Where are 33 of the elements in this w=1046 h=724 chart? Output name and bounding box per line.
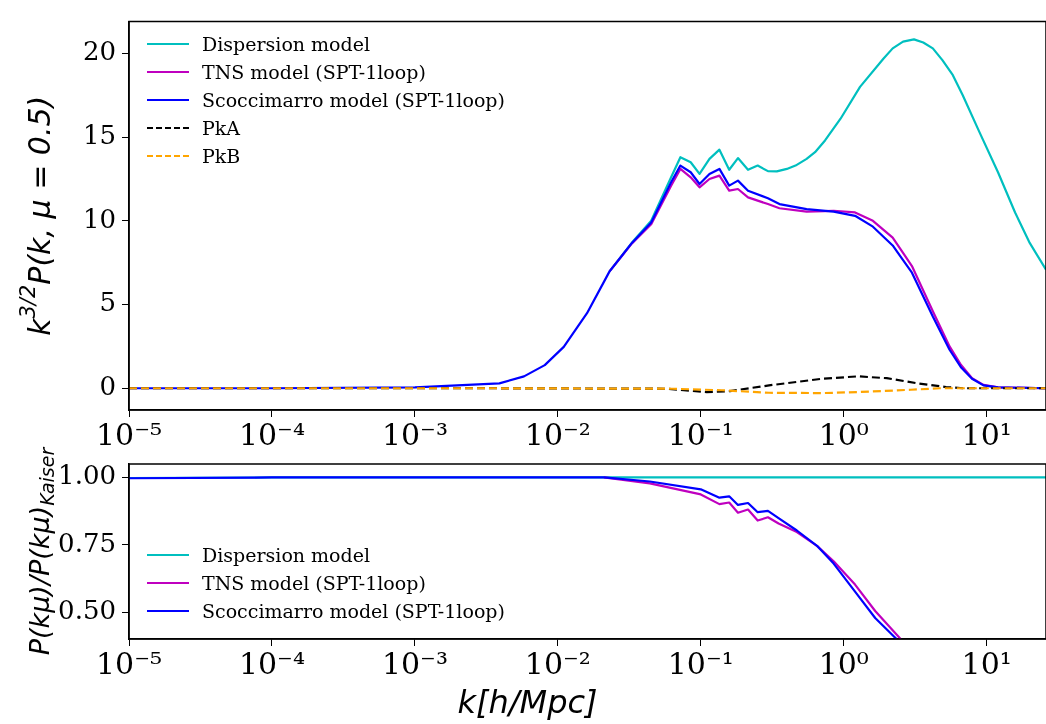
x-tick-label: 10⁻⁴: [238, 416, 305, 452]
legend-label: Scoccimarro model (SPT-1loop): [202, 88, 505, 111]
legend-label: TNS model (SPT-1loop): [202, 60, 426, 83]
y-tick-label: 0: [99, 370, 116, 401]
x-tick-label: 10⁻⁵: [95, 416, 163, 452]
x-tick-label: 10⁰: [818, 645, 869, 681]
x-tick-label: 10⁻¹: [667, 645, 734, 681]
y-tick-label: 0.75: [58, 527, 116, 558]
x-tick-label: 10¹: [961, 645, 1012, 681]
x-tick-label: 10⁰: [818, 416, 869, 452]
y-axis-title: k3/2P(k, μ = 0.5): [16, 95, 57, 336]
legend-label: Dispersion model: [202, 544, 371, 566]
x-axis-title: k[h/Mpc]: [457, 683, 598, 722]
legend-label: Dispersion model: [202, 32, 371, 55]
x-tick-label: 10⁻¹: [667, 416, 734, 452]
x-tick-label: 10⁻²: [524, 416, 591, 452]
y-tick-label: 0.50: [58, 594, 116, 625]
y-tick-label: 5: [99, 287, 116, 318]
x-tick-label: 10⁻⁴: [238, 645, 305, 681]
y-tick-label: 10: [82, 203, 116, 234]
legend-label: TNS model (SPT-1loop): [202, 572, 426, 594]
y-tick-label: 20: [82, 36, 116, 67]
y-axis-title: P(kμ)/P(kμ)Kaiser: [24, 446, 59, 656]
y-tick-label: 1.00: [58, 460, 116, 491]
y-tick-label: 15: [82, 119, 116, 150]
x-tick-label: 10¹: [961, 416, 1012, 452]
x-tick-label: 10⁻²: [524, 645, 591, 681]
legend-label: PkA: [202, 116, 241, 139]
legend-label: PkB: [202, 144, 241, 167]
x-tick-label: 10⁻³: [381, 645, 448, 681]
legend-label: Scoccimarro model (SPT-1loop): [202, 600, 505, 622]
x-tick-label: 10⁻⁵: [95, 645, 163, 681]
x-tick-label: 10⁻³: [381, 416, 448, 452]
